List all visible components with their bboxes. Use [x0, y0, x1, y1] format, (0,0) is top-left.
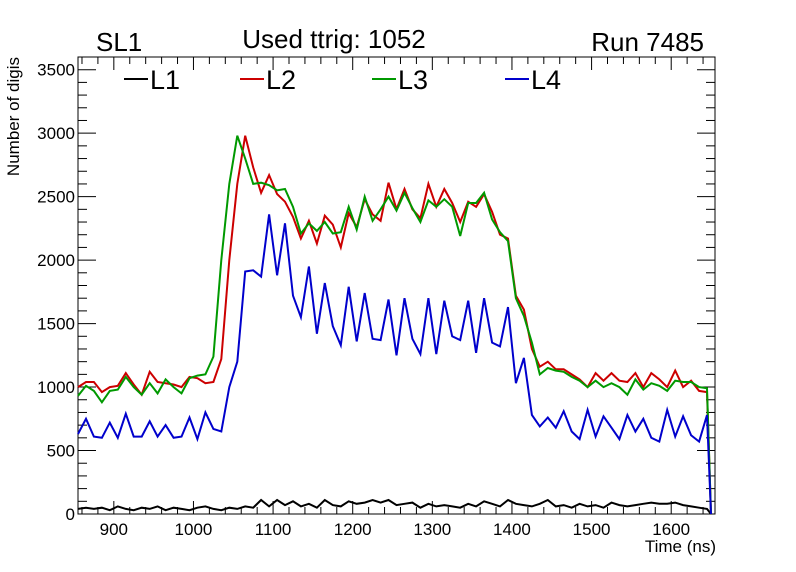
x-tick-label: 1000 — [175, 520, 213, 539]
y-axis-title: Number of digis — [4, 57, 23, 176]
y-tick-label: 500 — [47, 442, 75, 461]
axis-ticks: 900 1000 1100 1200 1300 1400 1500 1600 0 500 1000 1… — [37, 56, 715, 539]
x-tick-label: 1300 — [413, 520, 451, 539]
series-line-l3 — [77, 135, 712, 515]
y-tick-label: 1500 — [37, 315, 75, 334]
series-line-l2 — [77, 135, 712, 515]
y-tick-label: 2500 — [37, 188, 75, 207]
x-tick-label: 1400 — [493, 520, 531, 539]
run-label: Run 7485 — [591, 27, 704, 57]
chart-title: Used ttrig: 1052 — [242, 24, 426, 54]
sl-label: SL1 — [96, 27, 142, 57]
x-axis-title: Time (ns) — [645, 537, 716, 556]
x-tick-label: 900 — [100, 520, 128, 539]
plot-frame — [77, 56, 716, 515]
y-tick-label: 0 — [66, 505, 75, 524]
x-tick-label: 1600 — [652, 520, 690, 539]
legend-label-l4: L4 — [531, 65, 561, 95]
legend-label-l3: L3 — [398, 65, 428, 95]
series-line-l1 — [77, 498, 712, 515]
legend: L1 L2 L3 L4 — [124, 65, 561, 95]
y-tick-label: 3000 — [37, 124, 75, 143]
series-layer — [77, 135, 712, 515]
y-tick-label: 1000 — [37, 378, 75, 397]
y-tick-label: 2000 — [37, 251, 75, 270]
x-tick-label: 1500 — [573, 520, 611, 539]
series-line-l4 — [77, 214, 712, 515]
y-tick-label: 3500 — [37, 61, 75, 80]
x-tick-label: 1100 — [255, 520, 292, 539]
legend-label-l1: L1 — [150, 65, 180, 95]
legend-label-l2: L2 — [266, 65, 296, 95]
x-tick-label: 1200 — [334, 520, 372, 539]
